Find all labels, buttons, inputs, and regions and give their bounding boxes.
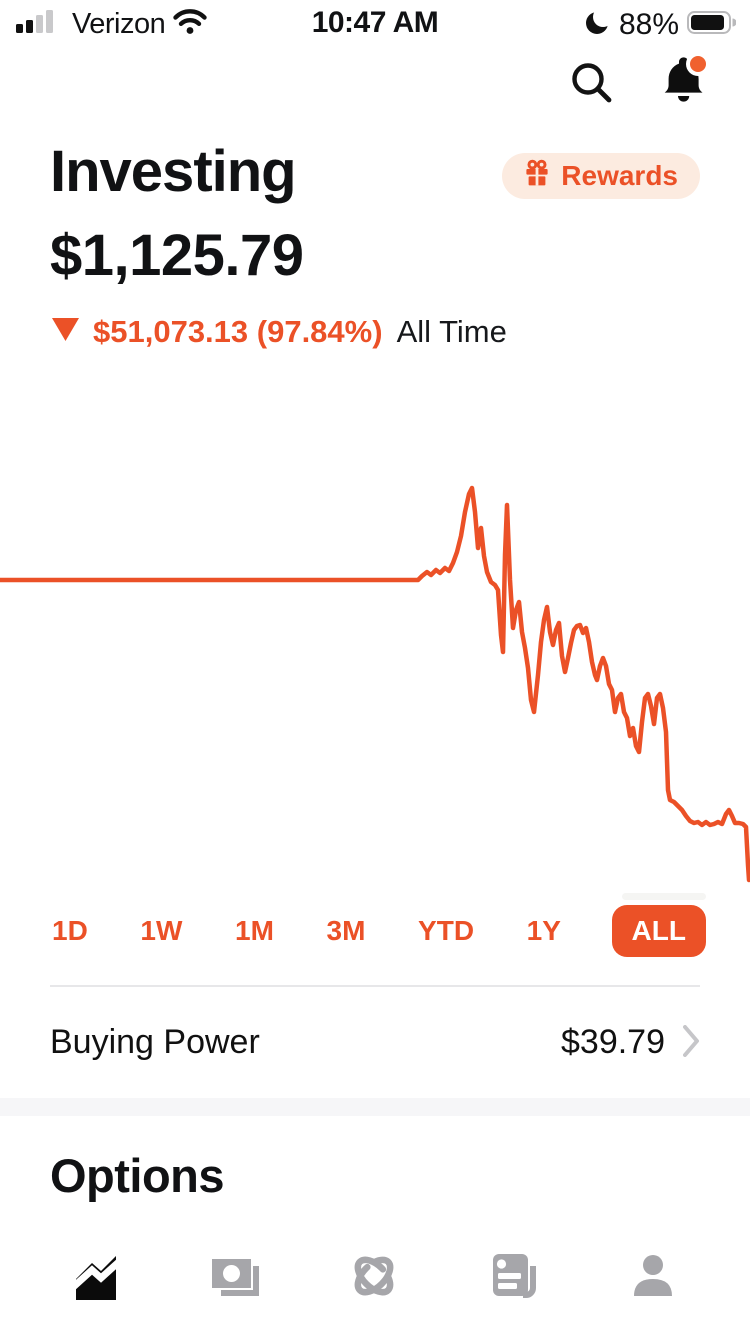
status-bar: Verizon 10:47 AM 88% [0, 0, 750, 44]
range-3m-button[interactable]: 3M [325, 911, 368, 951]
portfolio-change-row: $51,073.13 (97.84%) All Time [52, 314, 507, 350]
time-range-selector: 1D 1W 1M 3M YTD 1Y ALL [50, 903, 706, 959]
carrier-label: Verizon [72, 8, 166, 40]
buying-power-label: Buying Power [50, 1022, 260, 1061]
search-button[interactable] [568, 58, 614, 108]
range-1m-button[interactable]: 1M [233, 911, 276, 951]
battery-icon [687, 11, 737, 39]
scroll-indicator [622, 893, 706, 900]
moon-icon [584, 7, 613, 41]
section-separator [0, 1098, 750, 1116]
account-person-icon [625, 1248, 683, 1311]
page-title: Investing [50, 139, 297, 204]
range-1w-button[interactable]: 1W [138, 911, 184, 951]
header-actions [568, 51, 710, 108]
tab-news[interactable] [445, 1240, 585, 1334]
tab-account[interactable] [584, 1240, 724, 1334]
notification-dot [690, 55, 706, 72]
range-1d-button[interactable]: 1D [50, 911, 90, 951]
change-period: All Time [396, 314, 507, 349]
tab-cash[interactable] [166, 1240, 306, 1334]
chevron-right-icon [683, 1024, 700, 1060]
buying-power-row[interactable]: Buying Power $39.79 [50, 1010, 700, 1074]
rewards-label: Rewards [561, 160, 678, 191]
buying-power-value: $39.79 [561, 1022, 665, 1061]
discover-orbit-icon [346, 1248, 404, 1311]
cash-icon [206, 1248, 264, 1311]
gift-icon [524, 159, 550, 193]
bell-icon [655, 51, 710, 112]
tab-discover[interactable] [305, 1240, 445, 1334]
portfolio-value: $1,125.79 [50, 223, 304, 288]
range-all-button[interactable]: ALL [611, 905, 706, 957]
divider [50, 985, 700, 987]
cell-signal-icon [16, 10, 64, 39]
news-icon [486, 1248, 544, 1311]
tab-investing[interactable] [26, 1240, 166, 1334]
wifi-icon [173, 9, 207, 40]
options-section-title: Options [50, 1149, 225, 1202]
notifications-button[interactable] [658, 51, 710, 108]
search-icon [568, 59, 614, 108]
portfolio-chart-line [0, 485, 750, 883]
battery-percent-label: 88% [618, 8, 679, 41]
range-ytd-button[interactable]: YTD [416, 911, 476, 951]
range-1y-button[interactable]: 1Y [525, 911, 563, 951]
investing-chart-icon [67, 1248, 125, 1311]
clock: 10:47 AM [311, 6, 439, 39]
portfolio-chart[interactable] [0, 460, 750, 900]
rewards-button[interactable]: Rewards [502, 153, 700, 199]
bottom-tab-bar [0, 1240, 750, 1334]
down-triangle-icon [52, 318, 79, 346]
change-amount: $51,073.13 (97.84%) [93, 314, 383, 349]
